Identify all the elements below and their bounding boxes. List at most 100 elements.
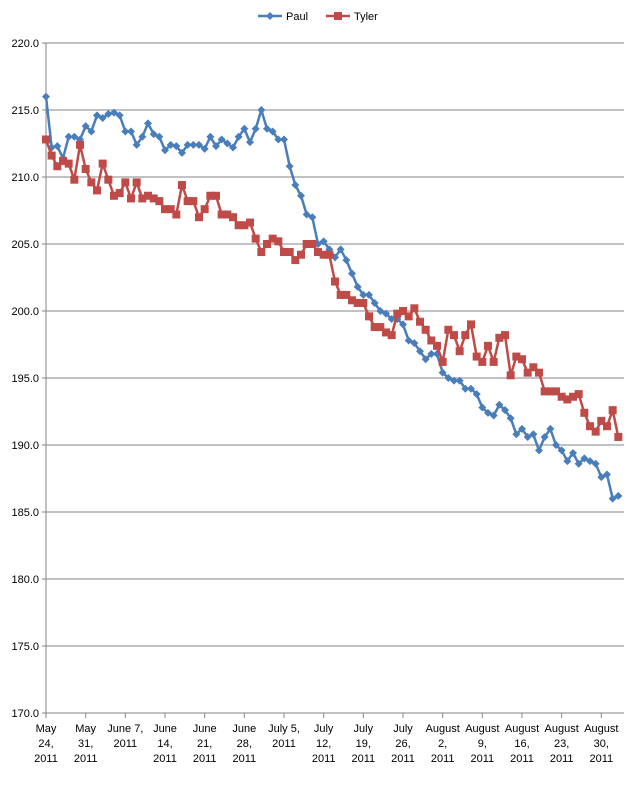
data-point-tyler: [70, 175, 79, 184]
data-point-paul: [359, 290, 368, 299]
x-tick-label-line: August: [426, 723, 460, 735]
series-line-tyler: [44, 139, 620, 438]
data-point-tyler: [93, 186, 101, 195]
y-axis-tick-labels: 170.0 175.0 180.0 185.0 190.0 195.0 200.0 205.0…: [11, 38, 39, 720]
data-point-paul: [127, 127, 135, 136]
data-point-paul: [240, 124, 249, 133]
x-tick-label-line: 24,: [38, 738, 53, 750]
data-point-paul: [81, 122, 90, 131]
x-tick-label-line: 23,: [554, 738, 569, 750]
x-tick-label: May 24, 2011: [34, 723, 58, 765]
x-tick-label-line: 31,: [78, 738, 93, 750]
data-point-paul: [336, 245, 345, 254]
x-tick-label-line: 2011: [471, 753, 495, 765]
data-point-tyler: [64, 159, 73, 168]
data-point-tyler: [580, 408, 589, 417]
data-point-paul: [603, 470, 611, 479]
data-point-paul: [98, 114, 107, 123]
x-tick-label: June 21, 2011: [193, 723, 217, 765]
x-tick-label-line: 9,: [478, 738, 487, 750]
x-tick-label: August 9, 2011: [465, 723, 499, 765]
data-point-paul: [421, 355, 430, 364]
y-tick-label: 195.0: [11, 373, 39, 385]
data-point-tyler: [104, 175, 113, 184]
series-line-paul: [44, 96, 619, 500]
x-tick-label: August 2, 2011: [426, 723, 460, 765]
data-point-tyler: [223, 210, 232, 219]
x-tick-label-line: 2011: [431, 753, 455, 765]
data-point-tyler: [251, 234, 260, 243]
data-point-paul: [297, 191, 305, 200]
x-tick-label-line: 28,: [237, 738, 252, 750]
data-point-tyler: [382, 328, 390, 337]
data-point-tyler: [302, 240, 311, 248]
data-point-paul: [70, 132, 79, 141]
data-point-paul: [574, 459, 583, 468]
data-point-tyler: [438, 357, 447, 366]
x-tick-label-line: 2011: [510, 753, 534, 765]
data-point-tyler: [59, 156, 67, 165]
data-point-tyler: [234, 221, 243, 230]
x-tick-label-line: August: [465, 723, 499, 735]
x-tick-label-line: 14,: [157, 738, 172, 750]
data-point-tyler: [416, 317, 424, 326]
data-point-tyler: [161, 205, 169, 214]
y-tick-label: 180.0: [11, 574, 39, 586]
data-point-paul: [546, 424, 555, 433]
x-tick-label: July 5, 2011: [268, 723, 300, 750]
x-tick-label-line: 2011: [34, 753, 58, 765]
data-point-paul: [87, 127, 96, 136]
data-point-tyler: [512, 352, 521, 361]
data-point-tyler: [467, 320, 475, 329]
data-point-paul: [291, 181, 300, 190]
y-tick-label: 190.0: [11, 440, 39, 452]
legend-marker-diamond: [266, 12, 274, 20]
data-point-tyler: [280, 248, 288, 257]
x-tick-label: August 30, 2011: [584, 723, 618, 765]
data-point-paul: [427, 349, 436, 358]
data-point-tyler: [268, 234, 277, 243]
x-tick-label: June 14, 2011: [153, 723, 177, 765]
data-point-paul: [484, 408, 492, 417]
data-point-tyler: [597, 416, 606, 425]
data-point-paul: [104, 110, 113, 119]
data-point-tyler: [614, 432, 623, 441]
data-point-tyler: [297, 250, 305, 259]
data-point-tyler: [529, 363, 538, 372]
data-point-paul: [200, 144, 209, 153]
data-point-tyler: [546, 387, 555, 396]
data-point-paul: [319, 237, 328, 246]
x-tick-label-line: August: [584, 723, 618, 735]
x-tick-label-line: June: [153, 723, 177, 735]
data-point-tyler: [535, 368, 543, 377]
data-point-tyler: [387, 331, 396, 340]
x-tick-label-line: 2011: [590, 753, 614, 765]
x-tick-label-line: 2011: [272, 738, 296, 750]
x-tick-label-line: 2011: [352, 753, 376, 765]
y-tick-label: 200.0: [11, 306, 39, 318]
legend-item-tyler: Tyler: [326, 11, 378, 23]
data-point-tyler: [87, 178, 96, 187]
x-tick-label-line: August: [505, 723, 539, 735]
data-point-tyler: [393, 309, 402, 318]
data-point-paul: [586, 457, 594, 466]
data-point-paul: [399, 320, 407, 329]
data-point-paul: [410, 339, 419, 348]
data-point-tyler: [495, 333, 504, 342]
data-point-tyler: [212, 191, 220, 200]
x-tick-label-line: 2011: [74, 753, 98, 765]
x-tick-label: May 31, 2011: [74, 723, 98, 765]
data-point-paul: [563, 457, 572, 466]
data-point-paul: [229, 143, 237, 152]
x-tick-label-line: June: [193, 723, 217, 735]
data-point-tyler: [370, 323, 379, 332]
legend-label: Tyler: [354, 11, 378, 23]
x-tick-label: August 16, 2011: [505, 723, 539, 765]
x-tick-label-line: 2011: [233, 753, 257, 765]
y-tick-label: 175.0: [11, 641, 39, 653]
y-tick-label: 215.0: [11, 105, 39, 117]
y-tick-label: 210.0: [11, 172, 39, 184]
data-point-tyler: [574, 390, 583, 399]
data-point-paul: [506, 414, 515, 423]
gridlines: [42, 42, 624, 714]
